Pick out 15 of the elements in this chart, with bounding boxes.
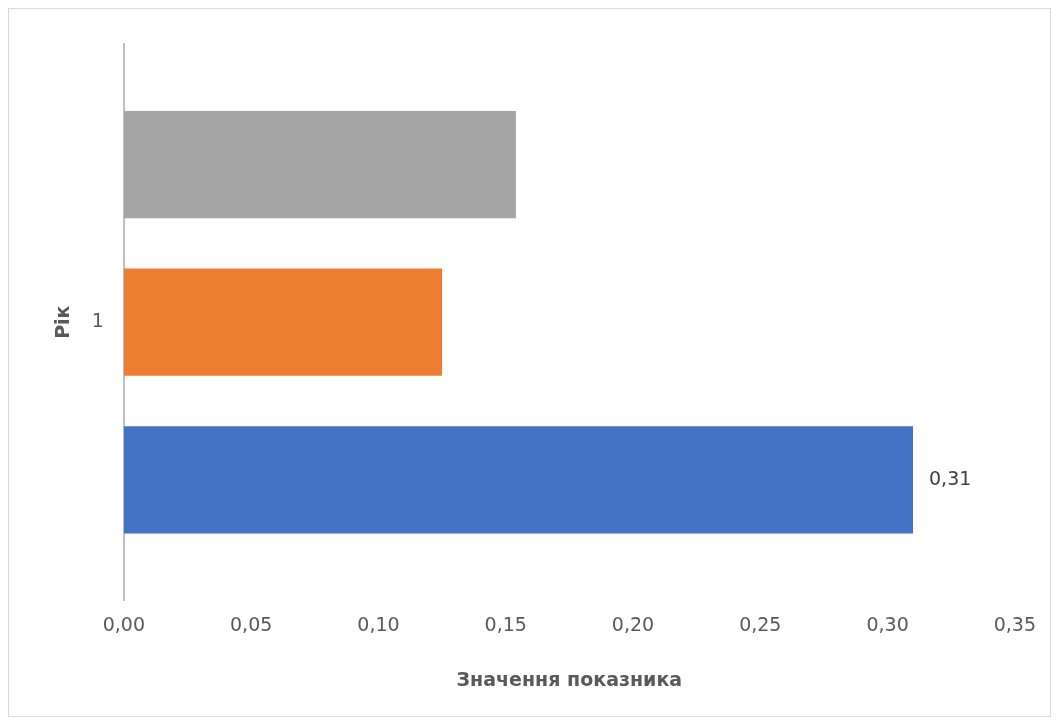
x-tick-label: 0,10 [357, 612, 400, 635]
x-tick-label: 0,35 [993, 612, 1036, 635]
x-axis-title: Значення показника [456, 667, 683, 690]
y-tick-label: 1 [91, 309, 104, 332]
x-tick-label: 0,05 [230, 612, 273, 635]
data-label: 0,31 [929, 466, 972, 489]
x-tick-label: 0,25 [739, 612, 782, 635]
x-tick-label: 0,20 [611, 612, 655, 635]
x-tick-label: 0,30 [866, 612, 909, 635]
y-axis-title: Рік [51, 305, 74, 339]
bar [123, 268, 443, 376]
bar [123, 426, 914, 534]
bar [123, 110, 516, 219]
x-tick-label: 0,00 [102, 612, 146, 635]
x-tick-label: 0,15 [484, 612, 527, 635]
